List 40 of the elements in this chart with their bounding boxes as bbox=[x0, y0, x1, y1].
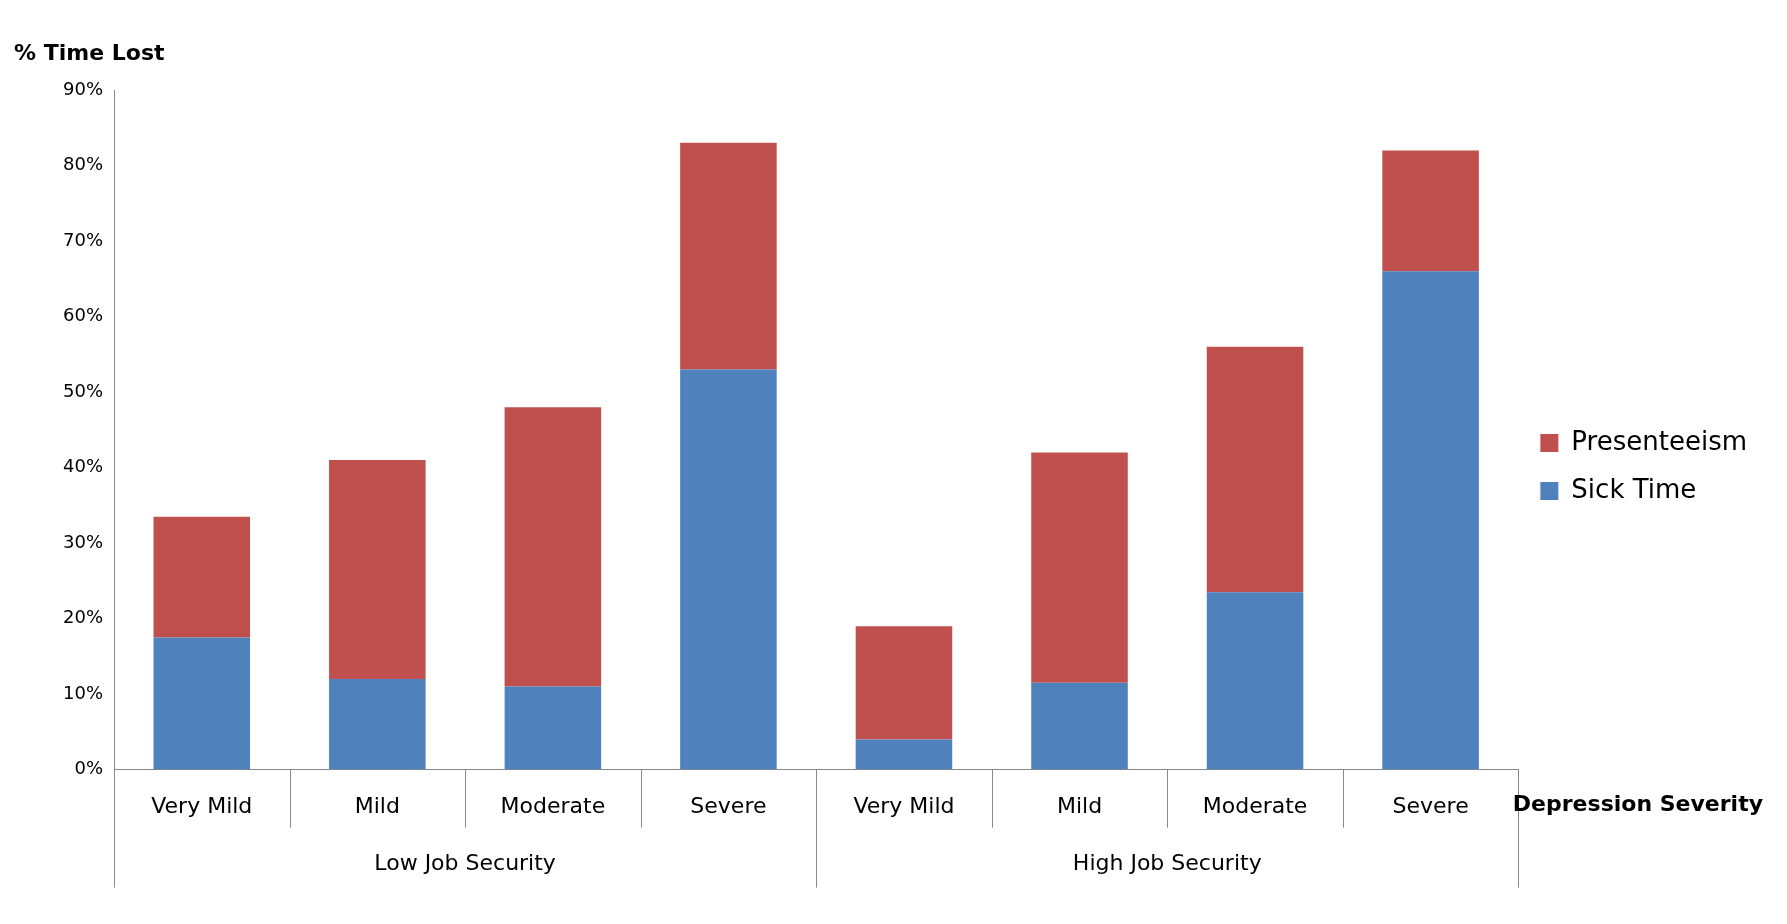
x-tick-label: Mild bbox=[354, 792, 400, 818]
y-tick-label: 50% bbox=[62, 379, 104, 401]
x-tick-label: Very Mild bbox=[853, 792, 955, 818]
x-tick-label: Moderate bbox=[1202, 792, 1308, 818]
x-tick-label: Severe bbox=[690, 792, 767, 818]
y-tick-label: 30% bbox=[62, 530, 104, 552]
x-tick-label: Very Mild bbox=[151, 792, 253, 818]
y-tick-label: 40% bbox=[62, 455, 104, 477]
bar bbox=[1031, 452, 1128, 683]
bar bbox=[1382, 271, 1479, 770]
y-tick-label: 20% bbox=[62, 606, 104, 628]
bar bbox=[1206, 346, 1304, 593]
legend-label: Sick Time bbox=[1571, 473, 1697, 504]
legend-label: Presenteeism bbox=[1571, 425, 1747, 456]
bar bbox=[1206, 592, 1304, 770]
bar bbox=[680, 369, 777, 770]
bar bbox=[855, 739, 953, 770]
y-axis-title: % Time Lost bbox=[14, 39, 165, 65]
bar bbox=[329, 460, 426, 679]
x-tick-label: Moderate bbox=[500, 792, 606, 818]
y-tick-label: 90% bbox=[62, 77, 104, 99]
bar bbox=[329, 678, 426, 770]
bar bbox=[153, 637, 251, 770]
y-tick-label: 10% bbox=[62, 681, 104, 703]
x-tick-label: Severe bbox=[1392, 792, 1469, 818]
bar bbox=[855, 626, 953, 740]
bar bbox=[1031, 682, 1128, 770]
y-tick-label: 70% bbox=[62, 228, 104, 250]
bar bbox=[504, 686, 602, 770]
x-tick-label: Mild bbox=[1056, 792, 1103, 818]
text: High Job Security bbox=[1072, 850, 1262, 876]
bar bbox=[153, 516, 251, 638]
bar bbox=[1382, 150, 1479, 272]
y-tick-label: 80% bbox=[62, 153, 104, 175]
bar bbox=[504, 407, 602, 687]
text: Low Job Security bbox=[374, 850, 556, 876]
bar bbox=[680, 142, 777, 370]
y-tick-label: 60% bbox=[62, 304, 104, 326]
x-axis-title: Depression Severity bbox=[1512, 791, 1763, 817]
y-tick-label: 0% bbox=[74, 757, 104, 779]
